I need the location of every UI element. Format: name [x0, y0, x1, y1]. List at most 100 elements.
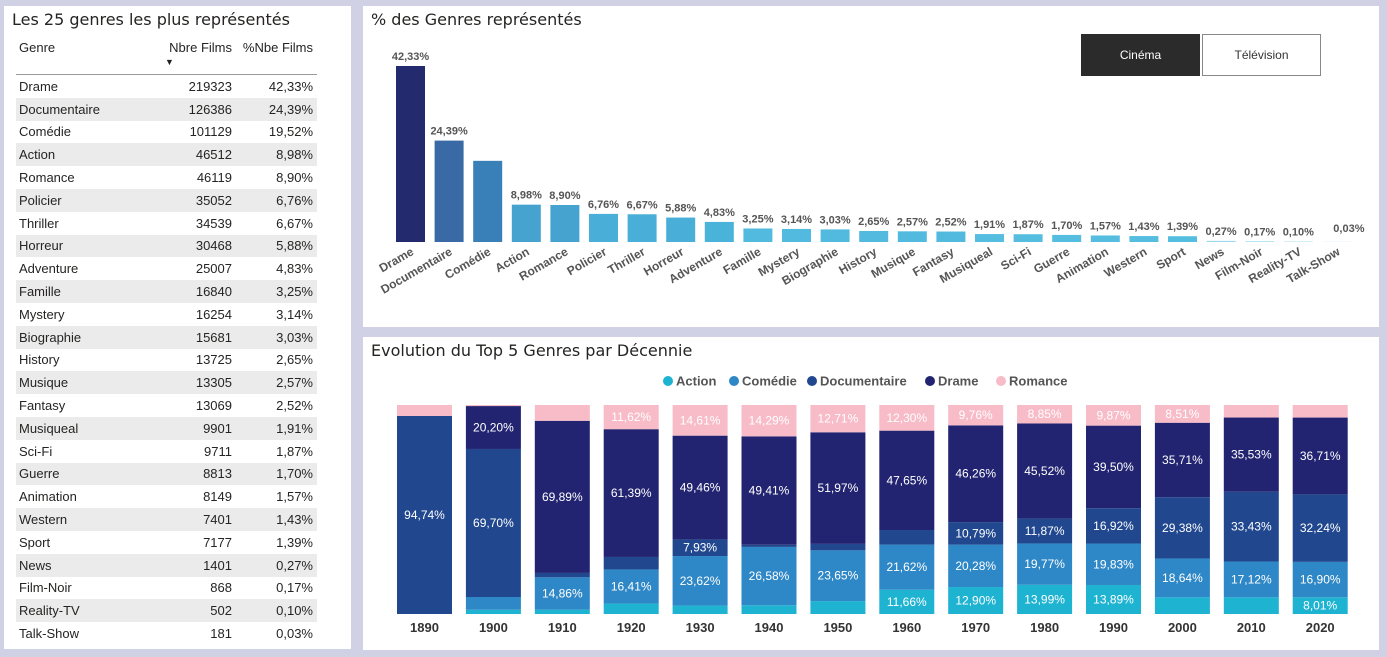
table-row[interactable]: Policier 35052 6,76%: [16, 188, 317, 212]
table-row[interactable]: Biographie 15681 3,03%: [16, 325, 317, 349]
stacked-segment[interactable]: [810, 550, 866, 602]
stacked-segment[interactable]: [603, 569, 659, 604]
stacked-segment[interactable]: [1154, 405, 1210, 423]
television-button[interactable]: Télévision: [1202, 34, 1321, 76]
genre-bar[interactable]: [550, 204, 580, 242]
table-row[interactable]: Guerre 8813 1,70%: [16, 462, 317, 486]
stacked-segment[interactable]: [1292, 417, 1348, 495]
genre-bar[interactable]: [897, 231, 927, 242]
table-row[interactable]: Mystery 16254 3,14%: [16, 303, 317, 326]
stacked-segment[interactable]: [1154, 497, 1210, 559]
genre-bar[interactable]: [666, 217, 696, 242]
stacked-segment[interactable]: [1292, 405, 1348, 418]
stacked-segment[interactable]: [741, 436, 797, 545]
stacked-segment[interactable]: [534, 609, 590, 614]
stacked-segment[interactable]: [465, 448, 521, 598]
table-row[interactable]: Musique 13305 2,57%: [16, 371, 317, 395]
genre-bar[interactable]: [820, 229, 850, 242]
genre-bar[interactable]: [434, 140, 464, 242]
stacked-segment[interactable]: [672, 539, 728, 557]
table-row[interactable]: News 1401 0,27%: [16, 553, 317, 577]
stacked-segment[interactable]: [397, 415, 452, 614]
stacked-segment[interactable]: [534, 577, 590, 610]
genre-bar[interactable]: [1129, 236, 1159, 242]
table-row[interactable]: Thriller 34539 6,67%: [16, 212, 317, 235]
genre-bar[interactable]: [511, 204, 541, 242]
table-row[interactable]: Sport 7177 1,39%: [16, 531, 317, 554]
stacked-segment[interactable]: [672, 605, 728, 614]
stacked-segment[interactable]: [1154, 422, 1210, 498]
stacked-segment[interactable]: [1017, 405, 1073, 424]
stacked-segment[interactable]: [603, 405, 659, 430]
stacked-segment[interactable]: [741, 405, 797, 437]
stacked-segment[interactable]: [1017, 423, 1073, 519]
stacked-segment[interactable]: [534, 572, 590, 578]
stacked-segment[interactable]: [810, 601, 866, 614]
table-row[interactable]: Adventure 25007 4,83%: [16, 257, 317, 280]
stacked-segment[interactable]: [948, 587, 1004, 614]
genre-bar[interactable]: [1245, 241, 1275, 242]
table-row[interactable]: Comédie 101129 19,52%: [16, 121, 317, 144]
stacked-segment[interactable]: [465, 609, 521, 614]
stacked-segment[interactable]: [1223, 417, 1279, 492]
stacked-segment[interactable]: [1154, 597, 1210, 614]
stacked-segment[interactable]: [603, 556, 659, 570]
table-row[interactable]: Western 7401 1,43%: [16, 508, 317, 531]
stacked-segment[interactable]: [810, 405, 866, 433]
stacked-segment[interactable]: [810, 543, 866, 551]
table-row[interactable]: Talk-Show 181 0,03%: [16, 622, 317, 645]
stacked-segment[interactable]: [879, 530, 935, 545]
stacked-segment[interactable]: [672, 556, 728, 606]
genre-bar[interactable]: [782, 228, 811, 242]
stacked-segment[interactable]: [741, 544, 797, 547]
genre-bar[interactable]: [589, 213, 618, 242]
stacked-segment[interactable]: [879, 405, 935, 431]
stacked-segment[interactable]: [810, 432, 866, 544]
stacked-segment[interactable]: [741, 605, 797, 614]
stacked-segment[interactable]: [1223, 405, 1279, 418]
col-header-genre[interactable]: Genre: [16, 38, 163, 75]
genre-bar[interactable]: [1052, 234, 1082, 242]
stacked-segment[interactable]: [879, 589, 935, 614]
stacked-segment[interactable]: [603, 603, 659, 614]
stacked-segment[interactable]: [1086, 425, 1141, 509]
stacked-segment[interactable]: [948, 522, 1004, 545]
genre-bar[interactable]: [975, 234, 1004, 242]
stacked-segment[interactable]: [1223, 597, 1279, 614]
stacked-segment[interactable]: [1292, 597, 1348, 614]
table-row[interactable]: Animation 8149 1,57%: [16, 485, 317, 508]
col-header-pct-films[interactable]: %Nbe Films: [236, 38, 317, 75]
stacked-segment[interactable]: [603, 429, 659, 557]
table-row[interactable]: Action 46512 8,98%: [16, 143, 317, 167]
stacked-segment[interactable]: [1017, 584, 1073, 614]
genre-bar[interactable]: [704, 221, 734, 242]
genre-bar[interactable]: [859, 230, 889, 242]
table-row[interactable]: Famille 16840 3,25%: [16, 280, 317, 303]
stacked-segment[interactable]: [1223, 491, 1279, 562]
stacked-segment[interactable]: [1292, 494, 1348, 562]
stacked-segment[interactable]: [1086, 405, 1141, 426]
table-row[interactable]: History 13725 2,65%: [16, 349, 317, 372]
stacked-segment[interactable]: [1017, 518, 1073, 544]
table-row[interactable]: Musiqueal 9901 1,91%: [16, 416, 317, 440]
genre-bar[interactable]: [1013, 234, 1043, 242]
stacked-segment[interactable]: [948, 544, 1004, 588]
genre-bar[interactable]: [1206, 240, 1236, 242]
stacked-segment[interactable]: [672, 435, 728, 540]
genre-bar[interactable]: [1090, 235, 1120, 242]
stacked-segment[interactable]: [879, 430, 935, 531]
genre-bar[interactable]: [936, 231, 966, 242]
stacked-segment[interactable]: [1086, 543, 1141, 585]
table-row[interactable]: Horreur 30468 5,88%: [16, 234, 317, 258]
table-row[interactable]: Reality-TV 502 0,10%: [16, 599, 317, 623]
col-header-nbre-films[interactable]: Nbre Films ▼: [163, 38, 236, 75]
stacked-segment[interactable]: [1154, 558, 1210, 598]
stacked-segment[interactable]: [879, 544, 935, 590]
stacked-segment[interactable]: [672, 405, 728, 436]
table-row[interactable]: Documentaire 126386 24,39%: [16, 97, 317, 121]
stacked-segment[interactable]: [465, 406, 521, 449]
stacked-segment[interactable]: [1086, 508, 1141, 544]
stacked-segment[interactable]: [1017, 543, 1073, 585]
stacked-segment[interactable]: [1292, 561, 1348, 598]
stacked-segment[interactable]: [741, 546, 797, 606]
